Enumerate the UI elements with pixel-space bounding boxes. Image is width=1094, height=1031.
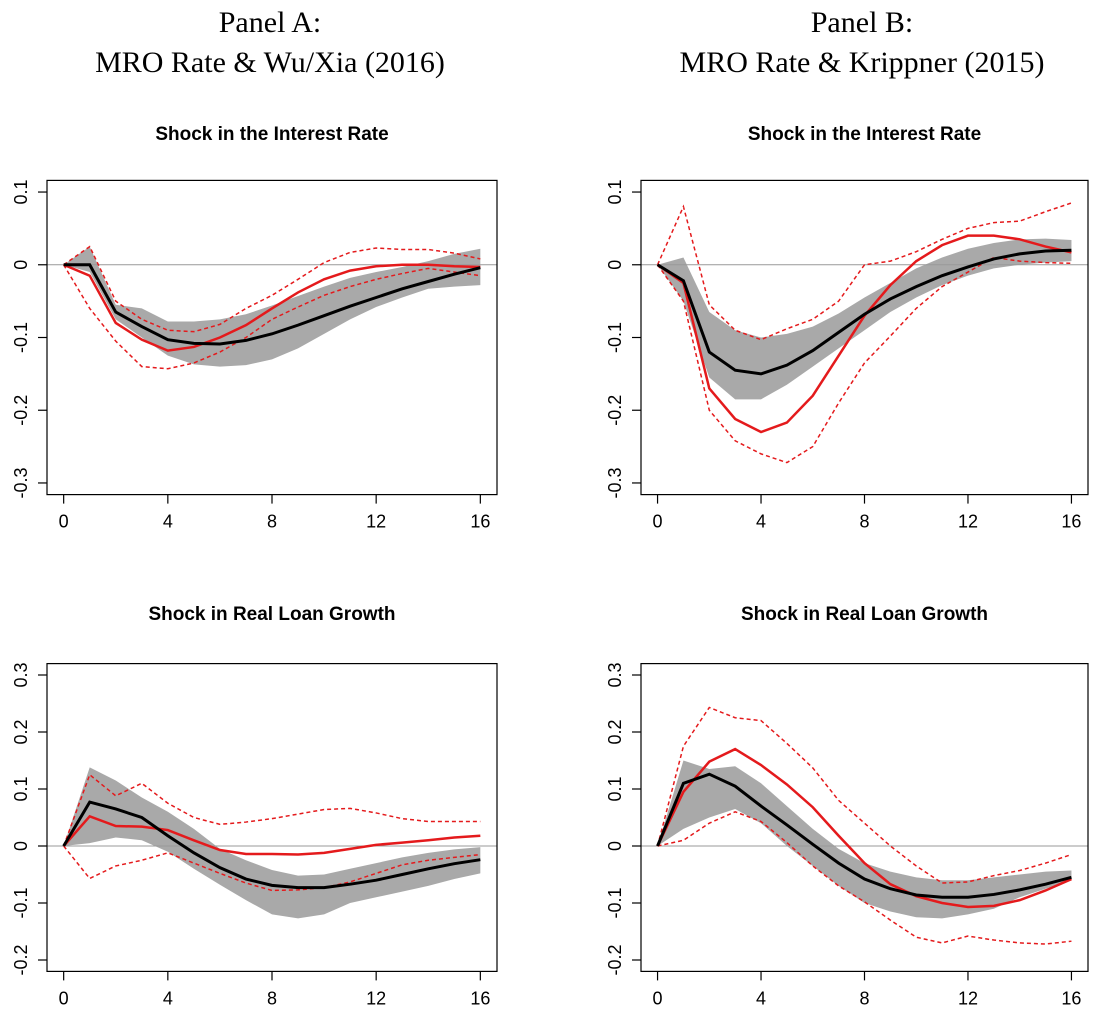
plot: Shock in Real Loan Growth 0 4 8 12 16 -0.2 -0.1… xyxy=(11,604,498,1008)
y-tick-label: -0.1 xyxy=(605,322,625,353)
x-tick-label: 4 xyxy=(163,512,173,532)
series-line xyxy=(656,256,1072,464)
x-tick-label: 0 xyxy=(653,512,663,532)
x-tick-label: 16 xyxy=(1061,512,1081,532)
y-tick-label: 0.2 xyxy=(605,719,625,744)
x-tick-label: 0 xyxy=(59,988,69,1008)
series-line xyxy=(656,248,1072,376)
chart-title: Shock in Real Loan Growth xyxy=(148,604,395,625)
plot: Shock in the Interest Rate 0 4 8 12 16 -0.3 -0.… xyxy=(605,124,1089,532)
x-tick-label: 12 xyxy=(366,512,386,532)
y-tick-label: -0.3 xyxy=(605,467,625,498)
series-line xyxy=(62,800,481,890)
plot: Shock in the Interest Rate 0 4 8 12 16 -0.3 -0.… xyxy=(11,124,498,532)
series-line xyxy=(62,773,481,847)
y-tick-label: 0 xyxy=(11,260,31,270)
y-tick-label: -0.1 xyxy=(11,322,31,353)
series-line xyxy=(656,747,1072,909)
chart-title: Shock in Real Loan Growth xyxy=(741,604,988,625)
x-tick-label: 8 xyxy=(859,512,869,532)
plot-frame xyxy=(640,662,1089,972)
x-tick-label: 8 xyxy=(267,988,277,1008)
x-tick-label: 16 xyxy=(470,512,490,532)
x-tick-label: 8 xyxy=(267,512,277,532)
y-tick-label: -0.2 xyxy=(11,395,31,426)
confidence-band xyxy=(657,760,1072,919)
x-tick-label: 16 xyxy=(470,988,490,1008)
x-tick-label: 12 xyxy=(958,988,978,1008)
y-tick-label: -0.2 xyxy=(11,944,31,975)
confidence-band xyxy=(657,238,1072,400)
x-tick-label: 4 xyxy=(163,988,173,1008)
series-line xyxy=(657,810,1072,945)
y-tick-label: 0.2 xyxy=(11,719,31,744)
x-tick-label: 16 xyxy=(1061,988,1081,1008)
panel-subtitle: MRO Rate & Wu/Xia (2016) xyxy=(95,46,445,79)
y-tick-label: 0.1 xyxy=(605,180,625,205)
y-tick-label: 0.3 xyxy=(11,662,31,687)
y-tick-label: 0 xyxy=(605,260,625,270)
panel-title: Panel A: xyxy=(219,6,322,39)
x-tick-label: 12 xyxy=(958,512,978,532)
y-tick-label: 0.1 xyxy=(605,776,625,801)
y-tick-label: -0.1 xyxy=(605,887,625,918)
y-tick-label: 0.1 xyxy=(11,776,31,801)
series-line xyxy=(63,263,481,352)
plot: Shock in Real Loan Growth 0 4 8 12 16 -0.2 -0.1… xyxy=(605,604,1089,1008)
y-tick-label: -0.3 xyxy=(11,467,31,498)
series-line xyxy=(656,202,1072,341)
chart-title: Shock in the Interest Rate xyxy=(748,124,981,145)
y-tick-label: 0.3 xyxy=(605,662,625,687)
confidence-band xyxy=(63,246,481,367)
series-line xyxy=(656,706,1072,884)
x-tick-label: 0 xyxy=(59,512,69,532)
x-tick-label: 12 xyxy=(366,988,386,1008)
y-tick-label: 0 xyxy=(605,841,625,851)
y-tick-label: 0 xyxy=(11,841,31,851)
chart-title: Shock in the Interest Rate xyxy=(155,124,388,145)
panel-title: Panel B: xyxy=(811,6,914,39)
y-tick-label: -0.1 xyxy=(11,887,31,918)
y-tick-label: -0.2 xyxy=(605,395,625,426)
x-tick-label: 8 xyxy=(859,988,869,1008)
panel-subtitle: MRO Rate & Krippner (2015) xyxy=(680,46,1045,79)
x-tick-label: 0 xyxy=(653,988,663,1008)
series-line xyxy=(63,245,481,333)
y-tick-label: -0.2 xyxy=(605,944,625,975)
series-line xyxy=(63,263,481,346)
x-tick-label: 4 xyxy=(756,512,766,532)
y-tick-label: 0.1 xyxy=(11,180,31,205)
series-line xyxy=(62,814,481,856)
series-line xyxy=(656,772,1072,899)
x-tick-label: 4 xyxy=(756,988,766,1008)
plot-frame xyxy=(46,662,498,972)
